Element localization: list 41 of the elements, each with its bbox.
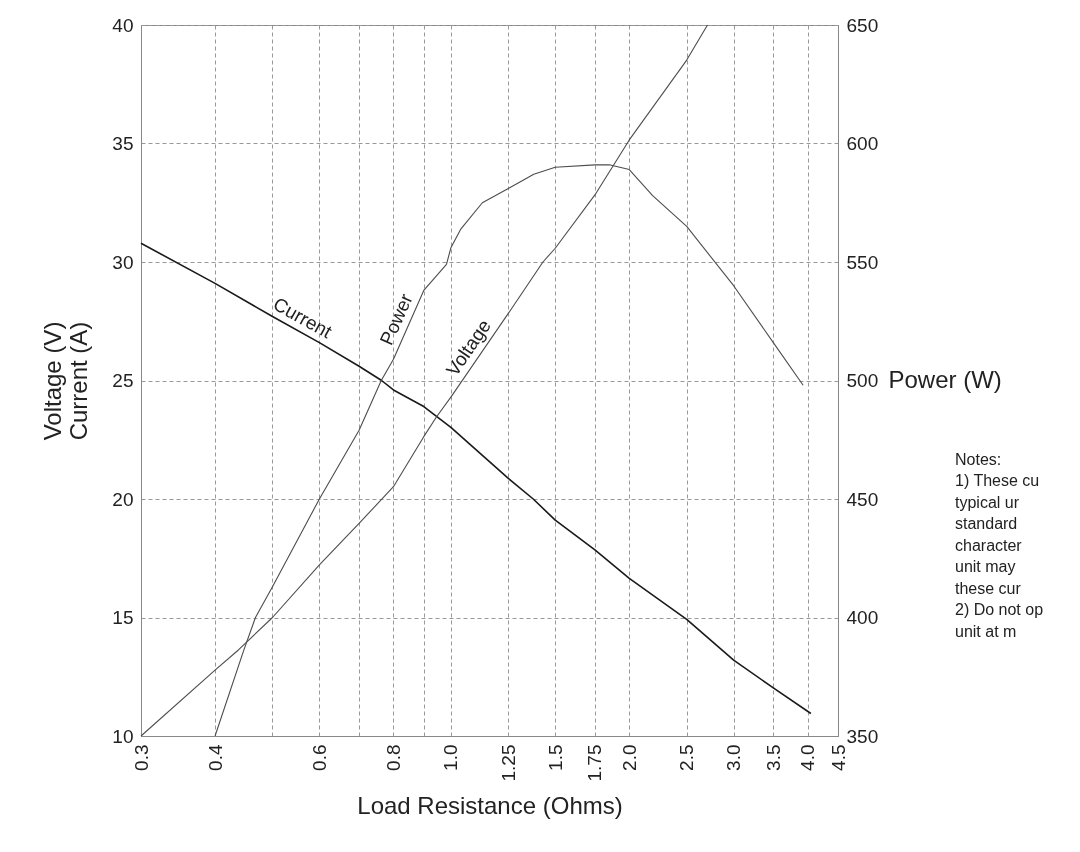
text: unit at m: [955, 622, 1017, 640]
y2-tick-label: 450: [846, 488, 879, 510]
x-tick-label: 2.5: [676, 744, 698, 771]
y2-axis-title: Power (W): [888, 366, 1002, 393]
y2-tick-label: 650: [846, 14, 879, 36]
x-tick-label: 1.0: [440, 744, 462, 771]
x-tick-label: 3.5: [762, 744, 784, 771]
y2-tick-label: 600: [846, 133, 879, 154]
y-tick-label: 15: [112, 607, 134, 628]
x-tick-label: 3.0: [723, 744, 745, 771]
y2-tick-label: 500: [846, 370, 879, 391]
x-tick-label: 0.6: [308, 744, 330, 771]
x-tick-label: 1.75: [584, 744, 606, 782]
x-tick-label: 0.4: [204, 744, 226, 771]
x-tick-label: 0.8: [382, 744, 404, 771]
x-tick-label: 1.25: [497, 744, 519, 782]
text: 2) Do not op: [955, 601, 1044, 619]
text: character: [955, 536, 1023, 554]
x-tick-label: 0.3: [130, 744, 152, 771]
text: standard: [955, 515, 1018, 533]
y-tick-label: 35: [112, 133, 134, 154]
y2-tick-label: 400: [846, 607, 879, 628]
text: 1) These cu: [955, 472, 1040, 490]
text: Notes:: [955, 450, 1002, 468]
x-tick-label: 4.0: [797, 744, 819, 771]
y-tick-label: 10: [112, 725, 134, 747]
y-axis-title: Voltage (V) Current (A): [39, 321, 93, 441]
y-tick-label: 20: [112, 488, 134, 510]
text: these cur: [955, 579, 1022, 597]
text: unit may: [955, 558, 1016, 576]
y-tick-label: 25: [112, 370, 134, 391]
x-axis-title: Load Resistance (Ohms): [357, 792, 623, 820]
y2-tick-label: 550: [846, 251, 879, 273]
x-tick-label: 4.5: [827, 744, 849, 771]
text: Power: [375, 289, 417, 349]
y-tick-label: 40: [112, 14, 134, 36]
x-tick-label: 2.0: [618, 744, 640, 771]
y-tick-label: 30: [112, 251, 134, 273]
text: typical ur: [955, 493, 1020, 511]
x-tick-label: 1.5: [544, 744, 566, 771]
y2-tick-label: 350: [846, 725, 879, 747]
